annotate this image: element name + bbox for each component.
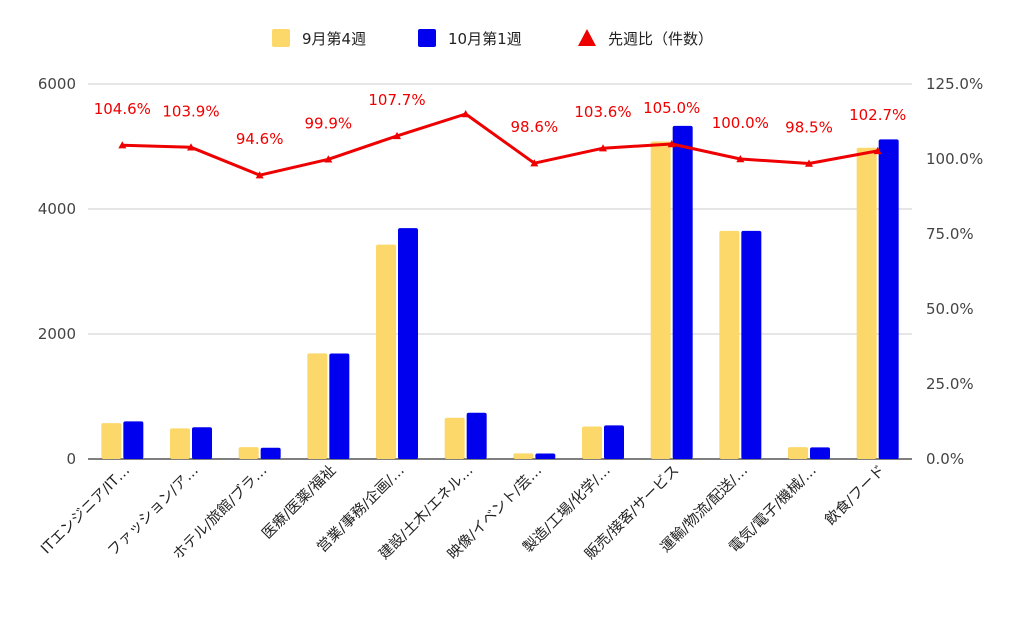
ratio-data-label: 107.7%: [368, 91, 425, 109]
bar: [376, 244, 396, 459]
bar: [238, 447, 259, 459]
data-labels: 104.6% 103.9% 94.6% 99.9% 107.7% 98.6% 103.6% 1…: [94, 91, 907, 148]
bar: [878, 139, 899, 459]
ratio-data-label: 98.5%: [785, 119, 833, 137]
bar: [444, 417, 465, 459]
legend: 9月第4週 10月第1週 先週比（件数）: [272, 29, 713, 48]
ratio-marker: [118, 141, 127, 149]
bar: [810, 447, 830, 459]
ratio-line: [118, 110, 882, 179]
bar: [398, 228, 418, 459]
legend-triangle-icon: [578, 29, 596, 46]
bar: [672, 125, 693, 459]
category-label: 飲食/フード: [822, 462, 889, 529]
left-axis: 0 2000 4000 6000: [38, 75, 76, 468]
right-axis: 0.0% 25.0% 50.0% 75.0% 100.0% 125.0%: [926, 75, 983, 468]
y-right-tick-label: 125.0%: [926, 75, 983, 93]
bar: [307, 353, 328, 459]
bar: [170, 428, 190, 459]
bar: [535, 453, 556, 459]
bar: [582, 426, 602, 459]
bar: [856, 147, 877, 459]
ratio-marker: [393, 131, 401, 140]
legend-swatch: [272, 29, 290, 47]
y-left-tick-label: 2000: [38, 325, 76, 343]
ratio-data-label: 94.6%: [236, 130, 284, 148]
ratio-marker: [599, 144, 607, 152]
legend-label: 10月第1週: [448, 30, 522, 48]
bar: [741, 230, 762, 459]
y-right-tick-label: 50.0%: [926, 300, 974, 318]
gridlines: [88, 83, 912, 460]
bar: [788, 447, 808, 459]
ratio-marker: [873, 146, 882, 155]
y-left-tick-label: 0: [66, 450, 76, 468]
legend-label: 先週比（件数）: [608, 30, 713, 48]
bar: [604, 425, 624, 459]
ratio-marker: [736, 155, 745, 163]
y-right-tick-label: 75.0%: [926, 225, 974, 243]
ratio-data-label: 100.0%: [712, 114, 769, 132]
ratio-marker: [805, 159, 813, 167]
category-labels: ITエンジニア/IT…ファッション/ア…ホテル/旅館/ブラ…医療/医薬/福祉営業…: [38, 461, 888, 563]
bar: [101, 423, 122, 459]
ratio-data-label: 99.9%: [305, 114, 353, 132]
ratio-data-label: 98.6%: [511, 118, 559, 136]
bar: [123, 421, 144, 459]
legend-swatch: [418, 29, 436, 47]
y-right-tick-label: 0.0%: [926, 450, 964, 468]
ratio-data-label: 104.6%: [94, 100, 151, 118]
y-left-tick-label: 4000: [38, 200, 76, 218]
ratio-marker: [530, 159, 539, 167]
bar: [192, 427, 212, 459]
ratio-marker: [187, 143, 195, 151]
ratio-marker: [461, 110, 470, 118]
ratio-data-label: 103.6%: [574, 103, 631, 121]
ratio-line-path: [122, 112, 878, 177]
bar: [466, 412, 487, 459]
bar: [513, 453, 534, 459]
y-right-tick-label: 100.0%: [926, 150, 983, 168]
ratio-data-label: 105.0%: [643, 99, 700, 117]
bar-series: [101, 125, 899, 459]
ratio-marker: [255, 171, 264, 179]
bar: [650, 141, 671, 459]
category-label: 医療/医薬/福祉: [259, 462, 339, 542]
bar: [719, 230, 740, 459]
y-right-tick-label: 25.0%: [926, 375, 974, 393]
ratio-data-label: 103.9%: [162, 102, 219, 120]
ratio-data-label: 102.7%: [849, 106, 906, 124]
bar: [329, 353, 350, 459]
bar: [260, 447, 281, 459]
ratio-marker: [324, 155, 333, 163]
legend-label: 9月第4週: [302, 30, 366, 48]
ratio-marker: [667, 140, 676, 148]
y-left-tick-label: 6000: [38, 75, 76, 93]
